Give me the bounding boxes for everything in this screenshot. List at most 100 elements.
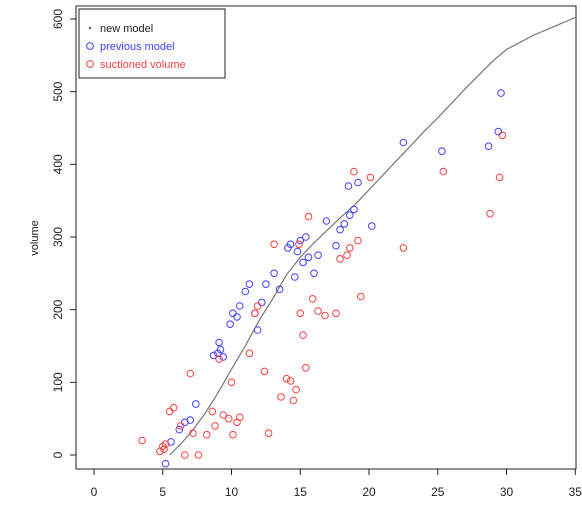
legend-item-previous-model: previous model <box>86 41 175 53</box>
data-point-previous-model <box>209 351 218 360</box>
data-point-suctioned-volume <box>189 429 197 438</box>
data-point-suctioned-volume <box>308 295 317 303</box>
data-point-suctioned-volume <box>350 167 358 176</box>
y-tick-label: 0 <box>51 451 65 458</box>
x-tick-label: 30 <box>500 485 514 499</box>
data-point-suctioned-volume <box>270 240 278 249</box>
data-point-previous-model <box>314 251 322 259</box>
data-point-previous-model <box>296 236 305 245</box>
data-point-suctioned-volume <box>138 436 146 445</box>
data-point-suctioned-volume <box>314 307 322 315</box>
data-point-suctioned-volume <box>486 209 494 218</box>
legend-box <box>78 8 226 79</box>
legend-label-suctioned-volume: suctioned volume <box>100 59 186 71</box>
data-point-suctioned-volume <box>277 393 285 401</box>
data-point-suctioned-volume <box>194 451 203 459</box>
data-point-previous-model <box>304 253 313 262</box>
legend-label-new-model: new model <box>100 23 153 35</box>
data-point-suctioned-volume <box>366 173 375 182</box>
x-tick-label: 35 <box>569 485 582 499</box>
data-point-suctioned-volume <box>399 244 408 252</box>
data-point-previous-model <box>236 302 244 310</box>
data-point-suctioned-volume <box>186 369 195 378</box>
data-point-suctioned-volume <box>282 374 291 383</box>
data-point-suctioned-volume <box>215 355 223 363</box>
y-axis-title: volume <box>29 220 41 255</box>
data-point-previous-model <box>299 258 307 267</box>
data-point-previous-model <box>399 138 408 147</box>
data-point-suctioned-volume <box>332 309 340 318</box>
y-tick-label: 100 <box>51 372 65 392</box>
data-point-suctioned-volume <box>219 411 228 419</box>
legend-marker-suctioned-volume <box>86 60 94 68</box>
data-point-suctioned-volume <box>203 430 211 439</box>
data-point-suctioned-volume <box>292 385 300 394</box>
data-point-previous-model <box>368 222 376 230</box>
data-point-previous-model <box>161 459 170 468</box>
axes: 0 5 10 15 20 25 30 35 0 100 200 300 400 500 600 <box>51 9 582 499</box>
x-tick-label: 25 <box>431 485 445 499</box>
data-point-suctioned-volume <box>495 173 504 182</box>
data-point-previous-model <box>350 205 358 214</box>
data-point-previous-model <box>310 269 318 278</box>
data-point-previous-model <box>322 217 331 225</box>
legend-marker-previous-model <box>86 42 94 50</box>
x-tick-label: 15 <box>294 485 308 499</box>
data-point-previous-model <box>484 142 493 150</box>
data-point-suctioned-volume <box>289 396 298 405</box>
data-point-suctioned-volume <box>346 244 354 252</box>
data-point-previous-model <box>346 211 354 219</box>
data-point-previous-model <box>233 313 241 321</box>
data-point-suctioned-volume <box>225 414 233 423</box>
data-point-previous-model <box>293 247 302 256</box>
data-point-suctioned-volume <box>264 429 273 438</box>
data-point-suctioned-volume <box>165 407 174 416</box>
data-point-previous-model <box>192 400 200 408</box>
data-point-previous-model <box>494 127 503 136</box>
data-point-suctioned-volume <box>176 422 185 430</box>
data-point-previous-model <box>354 178 362 187</box>
data-point-previous-model <box>219 353 228 361</box>
data-point-previous-model <box>302 233 310 241</box>
data-point-previous-model <box>258 298 266 307</box>
data-point-suctioned-volume <box>343 251 351 259</box>
data-point-previous-model <box>270 269 278 278</box>
data-point-suctioned-volume <box>296 309 305 318</box>
legend-item-new-model: new model <box>88 23 153 35</box>
data-point-previous-model <box>186 416 195 424</box>
data-point-previous-model <box>262 280 270 289</box>
y-tick-label: 300 <box>51 227 65 247</box>
data-point-suctioned-volume <box>304 212 313 221</box>
data-point-previous-model <box>344 182 353 190</box>
x-tick-label: 0 <box>91 485 98 499</box>
data-point-suctioned-volume <box>439 167 448 176</box>
data-point-suctioned-volume <box>160 445 168 454</box>
data-point-suctioned-volume <box>286 377 295 385</box>
data-point-previous-model <box>216 345 225 354</box>
legend-label-previous-model: previous model <box>100 41 175 53</box>
data-point-suctioned-volume <box>245 349 254 358</box>
data-point-suctioned-volume <box>354 236 362 245</box>
data-point-suctioned-volume <box>170 404 178 412</box>
data-point-suctioned-volume <box>357 292 365 301</box>
data-point-suctioned-volume <box>208 407 217 416</box>
y-tick-label: 200 <box>51 299 65 319</box>
data-point-previous-model <box>229 309 237 318</box>
data-point-previous-model <box>241 287 250 296</box>
x-tick-label: 5 <box>159 485 166 499</box>
data-point-suctioned-volume <box>227 378 236 387</box>
legend: new model previous model suctioned volum… <box>78 8 226 79</box>
data-point-suctioned-volume <box>299 331 307 339</box>
y-tick-label: 400 <box>51 154 65 174</box>
data-point-suctioned-volume <box>295 240 303 249</box>
series-previous-model <box>161 89 505 468</box>
data-point-suctioned-volume <box>321 311 329 320</box>
data-point-previous-model <box>215 338 223 347</box>
data-point-suctioned-volume <box>302 364 310 372</box>
data-point-previous-model <box>245 280 254 289</box>
data-point-previous-model <box>291 273 299 281</box>
plot-frame <box>75 5 577 470</box>
data-point-suctioned-volume <box>498 131 507 140</box>
x-tick-label: 10 <box>225 485 239 499</box>
